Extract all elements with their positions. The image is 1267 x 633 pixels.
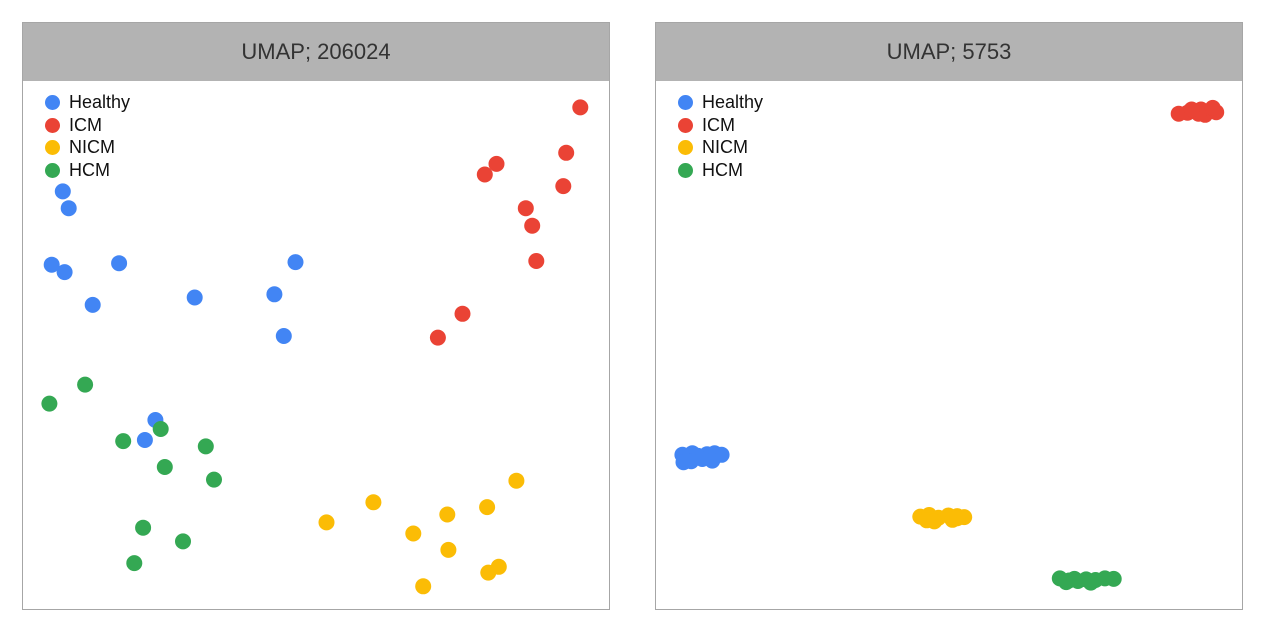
point-healthy <box>84 296 101 313</box>
point-nicm <box>415 578 432 595</box>
point-hcm <box>1066 570 1083 587</box>
legend-label-icm: ICM <box>702 114 735 135</box>
legend-swatch-hcm <box>678 162 693 178</box>
point-icm <box>524 217 541 234</box>
legend-item-nicm: NICM <box>678 136 763 159</box>
panel-title: UMAP; 206024 <box>241 39 391 64</box>
point-hcm <box>77 376 94 393</box>
panel-title: UMAP; 5753 <box>886 39 1012 64</box>
point-nicm <box>318 514 335 531</box>
legend-item-hcm: HCM <box>678 159 763 182</box>
point-hcm <box>152 421 169 437</box>
point-icm <box>517 200 534 217</box>
legend-item-icm: ICM <box>45 114 130 137</box>
point-healthy <box>287 254 304 271</box>
point-nicm <box>508 472 525 489</box>
legend-item-icm: ICM <box>678 114 763 137</box>
point-healthy <box>136 432 153 448</box>
point-icm <box>558 144 575 161</box>
point-icm <box>1183 101 1200 118</box>
legend-label-healthy: Healthy <box>702 91 764 112</box>
point-healthy <box>111 255 128 272</box>
point-icm <box>454 305 471 322</box>
legend-label-hcm: HCM <box>702 159 743 180</box>
point-icm <box>572 99 589 116</box>
point-healthy <box>275 328 292 344</box>
point-icm <box>488 155 505 172</box>
point-nicm <box>439 506 456 523</box>
point-nicm <box>405 525 422 542</box>
point-nicm <box>926 513 943 530</box>
point-hcm <box>1105 570 1122 587</box>
legend-label-healthy: Healthy <box>69 91 131 112</box>
legend-item-healthy: Healthy <box>678 91 763 114</box>
point-nicm <box>480 564 497 581</box>
point-hcm <box>135 519 152 536</box>
point-icm <box>555 178 572 195</box>
point-healthy <box>43 256 60 273</box>
legend-label-icm: ICM <box>69 114 102 135</box>
legend-swatch-nicm <box>45 140 60 156</box>
scatter-plot-area <box>674 99 1225 591</box>
point-nicm <box>440 541 457 558</box>
panel-title-strip: UMAP; 206024 <box>23 23 609 81</box>
point-hcm <box>175 533 191 550</box>
point-healthy <box>266 286 283 303</box>
point-hcm <box>126 555 143 572</box>
point-healthy <box>694 451 711 467</box>
point-nicm <box>365 494 382 511</box>
point-nicm <box>479 499 496 516</box>
point-nicm <box>949 510 966 527</box>
legend-item-hcm: HCM <box>45 159 130 182</box>
panel-title-strip: UMAP; 5753 <box>656 23 1242 81</box>
panel-right: UMAP; 5753 Healthy ICM NICM HCM <box>655 22 1243 610</box>
legend-item-healthy: Healthy <box>45 91 130 114</box>
point-healthy <box>54 183 71 200</box>
point-icm <box>1204 99 1221 116</box>
scatter-plot-area <box>41 99 589 595</box>
legend-label-nicm: NICM <box>69 137 115 158</box>
point-healthy <box>60 200 77 217</box>
point-hcm <box>156 459 173 475</box>
legend-swatch-healthy <box>678 94 693 110</box>
point-hcm <box>115 433 132 450</box>
legend-swatch-icm <box>45 117 60 133</box>
point-hcm <box>206 471 222 488</box>
point-icm <box>476 166 493 183</box>
point-hcm <box>1082 574 1099 591</box>
legend-item-nicm: NICM <box>45 136 130 159</box>
legend-swatch-hcm <box>45 162 60 178</box>
legend: Healthy ICM NICM HCM <box>45 91 130 182</box>
point-hcm <box>41 395 58 412</box>
legend-swatch-nicm <box>678 140 693 156</box>
point-healthy <box>186 289 203 306</box>
point-icm <box>528 253 545 269</box>
point-icm <box>429 329 446 346</box>
panel-left: UMAP; 206024 Healthy ICM NICM HCM <box>22 22 610 610</box>
point-hcm <box>197 438 214 455</box>
point-healthy <box>56 264 73 281</box>
legend-label-nicm: NICM <box>702 137 748 158</box>
legend: Healthy ICM NICM HCM <box>678 91 763 182</box>
legend-swatch-healthy <box>45 94 60 110</box>
legend-swatch-icm <box>678 117 693 133</box>
legend-label-hcm: HCM <box>69 159 110 180</box>
